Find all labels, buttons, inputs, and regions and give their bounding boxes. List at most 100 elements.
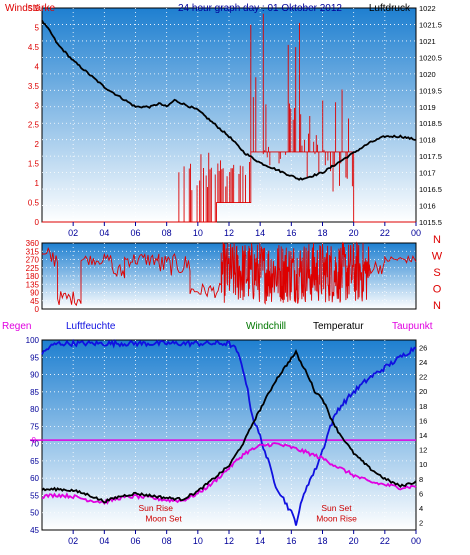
right-tick-label: 24 bbox=[419, 358, 427, 367]
left-tick-label: 4 bbox=[35, 62, 40, 71]
compass-label: W bbox=[432, 251, 443, 263]
right-tick-label: 1019.5 bbox=[419, 86, 442, 95]
x-tick-label: 02 bbox=[68, 536, 78, 546]
wind-pressure-x-ticks: 02 04 06 08 10 12 14 16 18 20 22 00 bbox=[68, 222, 421, 238]
x-tick-label: 16 bbox=[286, 536, 296, 546]
right-tick-label: 4 bbox=[419, 504, 423, 513]
x-tick-label: 06 bbox=[130, 228, 140, 238]
left-tick-label: 85 bbox=[30, 388, 39, 397]
right-tick-label: 20 bbox=[419, 387, 427, 396]
left-tick-label: 225 bbox=[26, 264, 40, 273]
right-tick-label: 6 bbox=[419, 489, 423, 498]
x-tick-label: 14 bbox=[255, 228, 265, 238]
compass-label: O bbox=[433, 284, 442, 296]
right-tick-label: 1021 bbox=[419, 37, 436, 46]
left-tick-label: 45 bbox=[30, 297, 39, 306]
right-tick-label: 18 bbox=[419, 402, 427, 411]
left-tick-label: 95 bbox=[30, 353, 39, 362]
x-tick-label: 16 bbox=[286, 228, 296, 238]
right-tick-label: 1016 bbox=[419, 202, 436, 211]
compass-label: N bbox=[433, 234, 441, 246]
humidity-axis-ticks: 45 50 55 60 65 70 75 80 85 90 95 100 bbox=[26, 336, 40, 535]
right-tick-label: 26 bbox=[419, 343, 427, 352]
left-tick-label: 270 bbox=[26, 256, 40, 265]
wind-speed-trace bbox=[42, 13, 416, 223]
right-tick-label: 1018 bbox=[419, 136, 436, 145]
x-tick-label: 00 bbox=[411, 536, 421, 546]
temperature-line bbox=[41, 348, 417, 504]
humidity-line bbox=[41, 338, 417, 526]
left-tick-label: 135 bbox=[26, 280, 40, 289]
annotation-label: Moon Set bbox=[145, 513, 182, 523]
left-tick-label: 2.5 bbox=[28, 121, 40, 130]
left-tick-label: 60 bbox=[30, 474, 39, 483]
wind-speed-axis-label: Windstärke bbox=[5, 3, 55, 14]
right-tick-label: 10 bbox=[419, 460, 427, 469]
right-tick-label: 14 bbox=[419, 431, 427, 440]
right-tick-label: 1016.5 bbox=[419, 185, 442, 194]
right-tick-label: 1021.5 bbox=[419, 20, 442, 29]
regen-axis-label: Regen bbox=[2, 321, 31, 332]
humidity-temperature-plot-area bbox=[41, 339, 417, 531]
humidity-axis-label: Luftfeuchte bbox=[66, 321, 116, 332]
left-tick-label: 1 bbox=[35, 179, 40, 188]
left-tick-label: 3 bbox=[35, 101, 40, 110]
right-tick-label: 1015.5 bbox=[419, 218, 442, 227]
x-tick-label: 14 bbox=[255, 536, 265, 546]
wind-direction-line bbox=[42, 241, 417, 307]
left-tick-label: 100 bbox=[26, 336, 40, 345]
right-tick-label: 1019 bbox=[419, 103, 436, 112]
x-tick-label: 12 bbox=[224, 536, 234, 546]
wind-speed-series bbox=[42, 13, 416, 223]
pressure-axis-ticks: 1015.5 1016 1016.5 1017 1017.5 1018 1018.5 1019… bbox=[419, 4, 442, 227]
windchill-legend: Windchill bbox=[246, 321, 286, 332]
right-tick-label: 1017.5 bbox=[419, 152, 442, 161]
x-tick-label: 20 bbox=[349, 536, 359, 546]
left-tick-label: 70 bbox=[30, 440, 39, 449]
x-tick-label: 10 bbox=[193, 228, 203, 238]
x-tick-label: 22 bbox=[380, 536, 390, 546]
right-tick-label: 8 bbox=[419, 475, 423, 484]
x-tick-label: 20 bbox=[349, 228, 359, 238]
annotation-label: Moon Rise bbox=[316, 513, 357, 523]
left-tick-label: 50 bbox=[30, 509, 39, 518]
wind-speed-axis-ticks: 0 0.5 1 1.5 2 2.5 3 3.5 4 4.5 5 5.5 bbox=[28, 4, 40, 227]
left-tick-label: 180 bbox=[26, 272, 40, 281]
right-tick-label: 1018.5 bbox=[419, 119, 442, 128]
left-tick-label: 360 bbox=[26, 239, 40, 248]
left-tick-label: 0 bbox=[35, 305, 40, 314]
left-tick-label: 75 bbox=[30, 422, 39, 431]
left-tick-label: 90 bbox=[30, 371, 39, 380]
left-tick-label: 315 bbox=[26, 247, 40, 256]
right-tick-label: 2 bbox=[419, 519, 423, 528]
pressure-axis-label: Luftdruck bbox=[369, 3, 411, 14]
chart-title: 24 hour graph day : 01 Oktober 2012 bbox=[178, 3, 342, 14]
left-tick-label: 0 bbox=[35, 218, 40, 227]
compass-label: S bbox=[433, 267, 440, 279]
right-tick-label: 1017 bbox=[419, 169, 436, 178]
right-tick-label: 1020 bbox=[419, 70, 436, 79]
annotation-label: Sun Rise bbox=[139, 503, 174, 513]
x-tick-label: 08 bbox=[162, 228, 172, 238]
pressure-line bbox=[41, 19, 417, 181]
compass-label: N bbox=[433, 300, 441, 312]
x-tick-label: 00 bbox=[411, 228, 421, 238]
x-tick-label: 08 bbox=[162, 536, 172, 546]
left-tick-label: 0.5 bbox=[28, 199, 40, 208]
dewpoint-line bbox=[41, 442, 417, 506]
x-tick-label: 18 bbox=[317, 536, 327, 546]
x-tick-label: 06 bbox=[130, 536, 140, 546]
left-tick-label: 55 bbox=[30, 491, 39, 500]
left-tick-label: 2 bbox=[35, 140, 40, 149]
left-tick-label: 80 bbox=[30, 405, 39, 414]
dewpoint-legend: Taupunkt bbox=[392, 321, 433, 332]
left-tick-label: 65 bbox=[30, 457, 39, 466]
left-tick-label: 45 bbox=[30, 526, 39, 535]
x-tick-label: 18 bbox=[317, 228, 327, 238]
